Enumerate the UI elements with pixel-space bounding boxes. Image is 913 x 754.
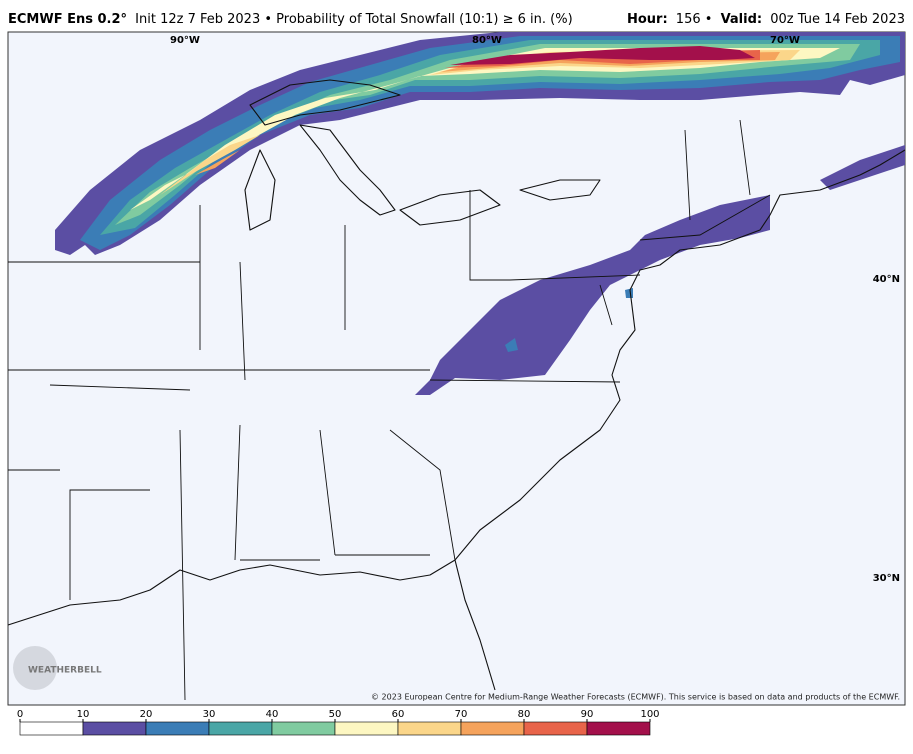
colorbar-tick-label: 90 xyxy=(581,709,594,720)
lon-label: 90°W xyxy=(170,35,200,46)
colorbar-segment xyxy=(586,721,651,736)
colorbar-segment xyxy=(334,721,399,736)
colorbar-tick-label: 10 xyxy=(77,709,90,720)
colorbar-tick-label: 60 xyxy=(392,709,405,720)
lon-label: 80°W xyxy=(472,35,502,46)
logo: WEATHERBELL xyxy=(28,666,102,676)
snow-shading xyxy=(55,32,905,395)
hour-label: Hour: xyxy=(627,12,668,27)
lat-label: 40°N xyxy=(873,274,900,285)
title: ECMWF Ens 0.2° Init 12z 7 Feb 2023 • Pro… xyxy=(8,12,573,27)
valid: 00z Tue 14 Feb 2023 xyxy=(770,12,905,27)
lat-label: 30°N xyxy=(873,573,900,584)
credit: © 2023 European Centre for Medium-Range … xyxy=(371,693,900,702)
colorbar-tick-label: 100 xyxy=(640,709,659,720)
colorbar-tick-label: 40 xyxy=(266,709,279,720)
valid-time: Hour: 156 • Valid: 00z Tue 14 Feb 2023 xyxy=(627,12,905,27)
hour: 156 • xyxy=(676,12,713,27)
lon-label: 70°W xyxy=(770,35,800,46)
colorbar-segment xyxy=(460,721,525,736)
colorbar-tick-label: 80 xyxy=(518,709,531,720)
logo-icon xyxy=(13,646,57,690)
colorbar-tick-label: 50 xyxy=(329,709,342,720)
valid-label: Valid: xyxy=(721,12,763,27)
colorbar-segment xyxy=(208,721,273,736)
basemap xyxy=(7,79,906,701)
model: ECMWF Ens 0.2° xyxy=(8,12,127,27)
colorbar-segment xyxy=(19,721,84,736)
colorbar-tick-label: 20 xyxy=(140,709,153,720)
colorbar-segment xyxy=(397,721,462,736)
colorbar-segment xyxy=(145,721,210,736)
colorbar-segment xyxy=(82,721,147,736)
colorbar: 0 10 20 30 40 50 60 70 80 90 100 xyxy=(17,709,660,736)
map: 90°W 80°W 70°W 40°N 30°N WEATHERBELL © 2… xyxy=(7,31,906,706)
colorbar-segment xyxy=(523,721,588,736)
colorbar-tick-label: 70 xyxy=(455,709,468,720)
title-text: Init 12z 7 Feb 2023 • Probability of Tot… xyxy=(135,12,572,27)
colorbar-tick-label: 30 xyxy=(203,709,216,720)
colorbar-segment xyxy=(271,721,336,736)
colorbar-tick-label: 0 xyxy=(17,709,23,720)
